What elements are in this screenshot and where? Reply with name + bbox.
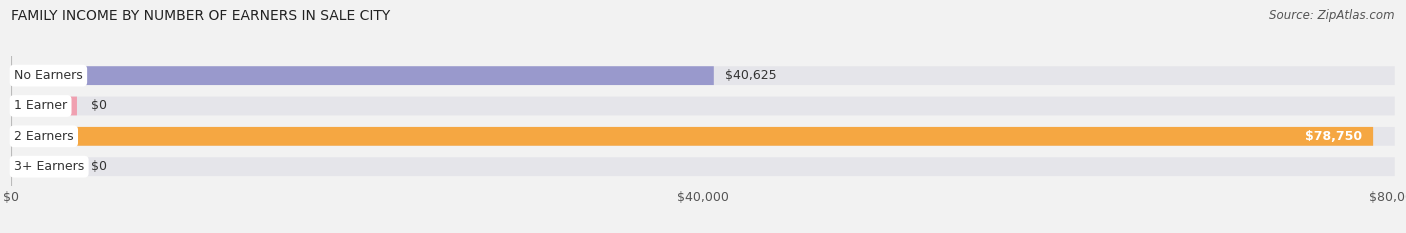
Text: $78,750: $78,750	[1305, 130, 1362, 143]
FancyBboxPatch shape	[11, 66, 714, 85]
Text: $0: $0	[91, 99, 107, 113]
FancyBboxPatch shape	[11, 97, 77, 115]
Text: 1 Earner: 1 Earner	[14, 99, 67, 113]
Text: Source: ZipAtlas.com: Source: ZipAtlas.com	[1270, 9, 1395, 22]
FancyBboxPatch shape	[11, 97, 1395, 115]
Text: 3+ Earners: 3+ Earners	[14, 160, 84, 173]
Text: 2 Earners: 2 Earners	[14, 130, 73, 143]
Text: No Earners: No Earners	[14, 69, 83, 82]
Text: $0: $0	[91, 160, 107, 173]
FancyBboxPatch shape	[11, 66, 1395, 85]
FancyBboxPatch shape	[11, 127, 1374, 146]
FancyBboxPatch shape	[11, 157, 77, 176]
FancyBboxPatch shape	[11, 157, 1395, 176]
Text: FAMILY INCOME BY NUMBER OF EARNERS IN SALE CITY: FAMILY INCOME BY NUMBER OF EARNERS IN SA…	[11, 9, 391, 23]
Text: $40,625: $40,625	[725, 69, 776, 82]
FancyBboxPatch shape	[11, 127, 1395, 146]
